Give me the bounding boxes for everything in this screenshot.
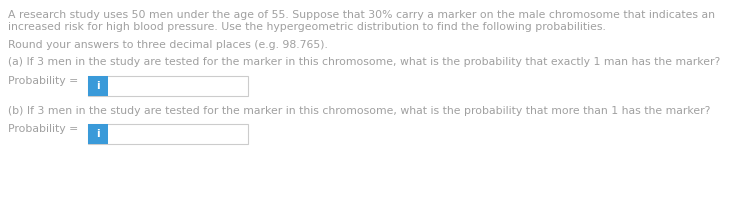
Text: (b) If 3 men in the study are tested for the marker in this chromosome, what is : (b) If 3 men in the study are tested for…	[8, 106, 710, 116]
Text: Probability =: Probability =	[8, 124, 82, 134]
FancyBboxPatch shape	[88, 76, 248, 96]
Text: Round your answers to three decimal places (e.g. 98.765).: Round your answers to three decimal plac…	[8, 40, 328, 50]
Text: A research study uses 50 men under the age of 55. Suppose that 30% carry a marke: A research study uses 50 men under the a…	[8, 10, 715, 20]
FancyBboxPatch shape	[88, 76, 108, 96]
Text: i: i	[96, 81, 100, 91]
Text: increased risk for high blood pressure. Use the hypergeometric distribution to f: increased risk for high blood pressure. …	[8, 22, 606, 32]
Text: (a) If 3 men in the study are tested for the marker in this chromosome, what is : (a) If 3 men in the study are tested for…	[8, 57, 721, 67]
FancyBboxPatch shape	[88, 124, 108, 144]
Text: Probability =: Probability =	[8, 76, 82, 86]
FancyBboxPatch shape	[88, 124, 248, 144]
Text: i: i	[96, 129, 100, 139]
